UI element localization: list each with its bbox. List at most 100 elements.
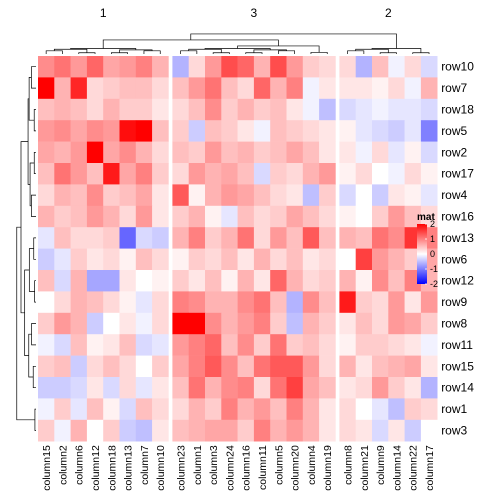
cell-row9-column5 <box>270 291 287 314</box>
cell-row16-column10 <box>152 205 169 228</box>
cell-row7-column22 <box>404 77 422 100</box>
cell-row15-column7 <box>135 355 153 378</box>
cell-row7-column4 <box>302 77 320 100</box>
legend-tick-label: 2 <box>430 219 435 229</box>
cell-row16-column6 <box>70 205 88 228</box>
cell-row1-column1 <box>188 398 206 421</box>
cell-row5-column2 <box>54 120 71 142</box>
cell-row18-column16 <box>237 98 255 121</box>
cell-row17-column8 <box>339 163 356 185</box>
cell-row6-column24 <box>221 248 238 271</box>
cell-row15-column19 <box>319 355 336 378</box>
heatmap-cells <box>38 56 438 442</box>
cell-row15-column18 <box>103 355 120 378</box>
cell-row5-column5 <box>270 120 287 142</box>
dendrogram-branch <box>45 50 63 54</box>
column-label: column23 <box>176 445 188 491</box>
cell-row18-column23 <box>172 98 189 121</box>
cell-row13-column8 <box>339 227 356 249</box>
cell-row16-column9 <box>372 205 389 228</box>
cell-row5-column22 <box>404 120 422 142</box>
cell-row6-column21 <box>355 248 373 271</box>
cell-row10-column19 <box>319 56 336 78</box>
dendrogram-branch <box>102 39 279 49</box>
row-label: row10 <box>441 60 474 74</box>
cell-row8-column24 <box>221 312 238 335</box>
cell-row8-column9 <box>372 312 389 335</box>
cell-row6-column23 <box>172 248 189 271</box>
row-label: row13 <box>441 231 474 245</box>
cell-row3-column21 <box>355 419 373 442</box>
cell-row10-column20 <box>286 56 304 78</box>
cell-row15-column11 <box>253 355 271 378</box>
dendrogram-branch <box>310 52 328 54</box>
cell-row18-column17 <box>420 98 438 121</box>
cell-row18-column15 <box>38 98 55 121</box>
cell-row4-column16 <box>237 184 255 207</box>
cell-row8-column22 <box>404 312 422 335</box>
cell-row1-column10 <box>152 398 169 421</box>
cell-row13-column21 <box>355 227 373 249</box>
cell-row4-column17 <box>420 184 438 207</box>
cell-row17-column17 <box>420 163 438 185</box>
cell-row7-column12 <box>86 77 104 100</box>
cell-row1-column20 <box>286 398 304 421</box>
cell-row3-column2 <box>54 419 71 442</box>
cell-row8-column3 <box>205 312 222 335</box>
column-label: column18 <box>106 445 118 491</box>
column-labels: column15 column2 column6 column12 column18 co… <box>41 445 436 491</box>
cell-row8-column17 <box>420 312 438 335</box>
cell-row5-column19 <box>319 120 336 142</box>
cell-row12-column8 <box>339 270 356 292</box>
cell-row2-column20 <box>286 141 304 164</box>
cell-row16-column3 <box>205 205 222 228</box>
cell-row3-column1 <box>188 419 206 442</box>
cell-row8-column21 <box>355 312 373 335</box>
cell-row15-column22 <box>404 355 422 378</box>
dendrogram-branch <box>190 33 397 49</box>
cell-row5-column11 <box>253 120 271 142</box>
cell-row1-column11 <box>253 398 271 421</box>
legend-color-bar <box>417 224 427 284</box>
cell-row12-column7 <box>135 270 153 292</box>
cell-row8-column8 <box>339 312 356 335</box>
cell-row18-column22 <box>404 98 422 121</box>
column-label: column22 <box>408 445 420 491</box>
cell-row6-column18 <box>103 248 120 271</box>
cell-row4-column23 <box>172 184 189 207</box>
cell-row14-column3 <box>205 377 222 399</box>
cell-row12-column16 <box>237 270 255 292</box>
cell-row7-column15 <box>38 77 55 100</box>
column-split-label: 1 <box>100 6 107 20</box>
cell-row8-column14 <box>388 312 405 335</box>
cell-row6-column7 <box>135 248 153 271</box>
dendrogram-branch <box>31 194 36 217</box>
cell-row12-column13 <box>119 270 137 292</box>
cell-row18-column6 <box>70 98 88 121</box>
cell-row14-column19 <box>319 377 336 399</box>
cell-row5-column23 <box>172 120 189 142</box>
cell-row1-column9 <box>372 398 389 421</box>
cell-row7-column16 <box>237 77 255 100</box>
cell-row10-column11 <box>253 56 271 78</box>
cell-row4-column7 <box>135 184 153 207</box>
cell-row2-column10 <box>152 141 169 164</box>
column-label: column5 <box>273 445 285 485</box>
cell-row16-column24 <box>221 205 238 228</box>
cell-row10-column14 <box>388 56 405 78</box>
column-split-label: 3 <box>251 6 258 20</box>
cell-row7-column8 <box>339 77 356 100</box>
cell-row2-column13 <box>119 141 137 164</box>
column-label: column12 <box>90 445 102 491</box>
cell-row3-column15 <box>38 419 55 442</box>
cell-row4-column13 <box>119 184 137 207</box>
cell-row12-column18 <box>103 270 120 292</box>
cell-row6-column15 <box>38 248 55 271</box>
cell-row16-column14 <box>388 205 405 228</box>
cell-row4-column6 <box>70 184 88 207</box>
cell-row13-column6 <box>70 227 88 249</box>
dendrogram-branch <box>29 162 35 207</box>
dendrogram-branch <box>379 52 397 54</box>
cell-row11-column13 <box>119 334 137 356</box>
